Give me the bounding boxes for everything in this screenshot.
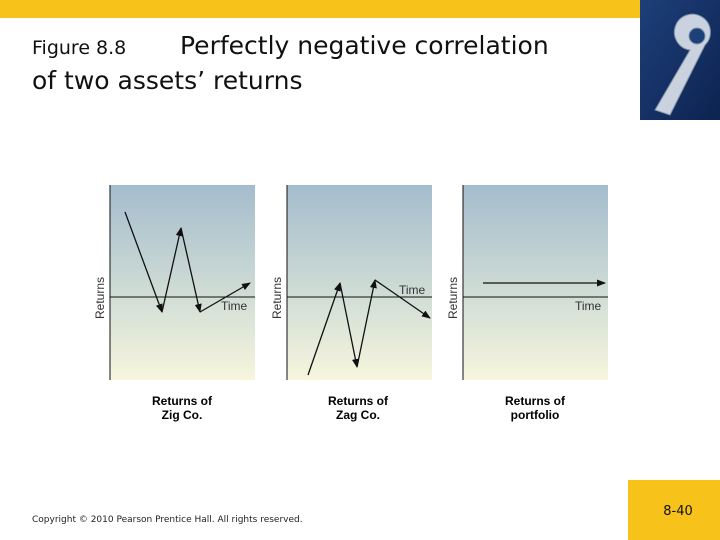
panel-caption: Zig Co. xyxy=(162,408,203,422)
panel: Returns Time Returns of Zag Co. xyxy=(270,185,432,422)
return-arrow xyxy=(161,227,183,313)
return-arrow xyxy=(307,282,341,376)
return-arrow xyxy=(199,282,251,313)
figure-number: Figure 8.8 xyxy=(32,37,126,59)
title-line: Perfectly negative correlation xyxy=(180,31,549,60)
return-arrow xyxy=(374,279,431,319)
panel-caption: Returns of xyxy=(328,394,389,408)
title-line: of two assets’ returns xyxy=(32,66,302,95)
y-axis-label: Returns xyxy=(270,277,284,319)
x-axis-label: Time xyxy=(399,283,426,297)
return-arrow xyxy=(356,279,377,368)
x-axis-label: Time xyxy=(221,299,248,313)
panel-caption: portfolio xyxy=(511,408,560,422)
panel-caption: Zag Co. xyxy=(336,408,380,422)
y-axis-label: Returns xyxy=(93,277,107,319)
copyright: Copyright © 2010 Pearson Prentice Hall. … xyxy=(32,515,303,525)
panel: Returns Time Returns of portfolio xyxy=(446,185,608,422)
panel-background xyxy=(110,185,255,380)
return-arrow xyxy=(124,211,163,313)
y-axis-label: Returns xyxy=(446,277,460,319)
panel-caption: Returns of xyxy=(505,394,566,408)
return-arrow xyxy=(180,227,202,313)
panel: Returns Time Returns of Zig Co. xyxy=(93,185,255,422)
top-bar xyxy=(0,0,640,18)
x-axis-label: Time xyxy=(575,299,602,313)
corner-image xyxy=(640,0,720,120)
page-number-box xyxy=(628,480,720,540)
panel-caption: Returns of xyxy=(152,394,213,408)
wrench-icon xyxy=(654,13,711,116)
panel-background xyxy=(287,185,432,380)
return-arrow xyxy=(339,282,359,368)
page-number: 8-40 xyxy=(663,504,693,519)
